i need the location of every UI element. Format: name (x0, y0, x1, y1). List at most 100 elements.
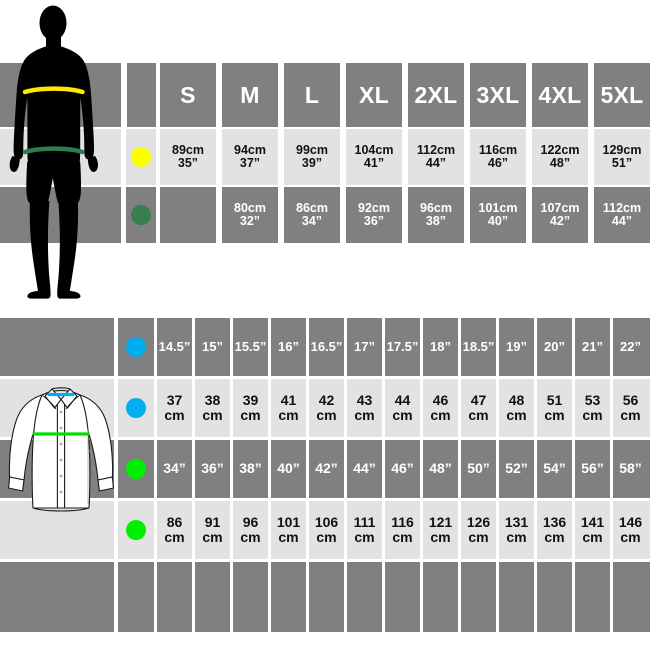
collar-header-0: 14.5” (157, 318, 192, 376)
cell-chest-inches-0: 34” (157, 440, 192, 498)
column-gutter (230, 318, 234, 632)
size-header-m: M (222, 63, 278, 127)
cell-collar-cm-5: 43 cm (347, 379, 382, 437)
dot-cell-chest-cm (118, 501, 154, 559)
cell-waist-l: 86cm 34” (284, 187, 340, 243)
collar-header-4: 16.5” (309, 318, 344, 376)
cell-chest-inches-12: 58” (613, 440, 648, 498)
row-gutter (0, 437, 650, 440)
collar-header-12: 22” (613, 318, 648, 376)
male-body-silhouette (9, 5, 98, 299)
empty-row-dot-cell (118, 562, 154, 632)
chest-measure-line (22, 86, 85, 95)
column-gutter (268, 318, 272, 632)
collar-header-7: 18” (423, 318, 458, 376)
row-gutter (0, 559, 650, 562)
cell-collar-cm-10: 51 cm (537, 379, 572, 437)
column-gutter (420, 318, 424, 632)
column-gutter (216, 63, 222, 243)
cell-waist-5xl: 112cm 44” (594, 187, 650, 243)
waist-measure-line (22, 146, 85, 155)
column-gutter (572, 318, 576, 632)
cell-collar-cm-2: 39 cm (233, 379, 268, 437)
row-gutter (0, 498, 650, 501)
column-gutter (382, 318, 386, 632)
column-gutter (496, 318, 500, 632)
cell-chest-inches-9: 52” (499, 440, 534, 498)
cell-chest-inches-3: 40” (271, 440, 306, 498)
size-header-2xl: 2XL (408, 63, 464, 127)
cell-chest-s: 89cm 35” (160, 129, 216, 185)
row-gutter (0, 127, 650, 129)
cell-chest-inches-6: 46” (385, 440, 420, 498)
cell-chest-cm-9: 131 cm (499, 501, 534, 559)
cell-waist-2xl: 96cm 38” (408, 187, 464, 243)
column-gutter (526, 63, 532, 243)
column-gutter (458, 318, 462, 632)
column-gutter (402, 63, 408, 243)
cell-chest-cm-10: 136 cm (537, 501, 572, 559)
cell-collar-cm-6: 44 cm (385, 379, 420, 437)
cell-collar-cm-3: 41 cm (271, 379, 306, 437)
collar-header-3: 16” (271, 318, 306, 376)
collar-header-1: 15” (195, 318, 230, 376)
empty-row-cell-7 (423, 562, 458, 632)
column-gutter (344, 318, 348, 632)
empty-row-cell-3 (271, 562, 306, 632)
collar-header-10: 20” (537, 318, 572, 376)
cell-chest-cm-7: 121 cm (423, 501, 458, 559)
size-header-3xl: 3XL (470, 63, 526, 127)
cell-collar-cm-0: 37 cm (157, 379, 192, 437)
cell-waist-3xl: 101cm 40” (470, 187, 526, 243)
cell-chest-cm-6: 116 cm (385, 501, 420, 559)
cell-chest-l: 99cm 39” (284, 129, 340, 185)
dot-cell-chest-inches (118, 440, 154, 498)
cell-chest-3xl: 116cm 46” (470, 129, 526, 185)
column-gutter (278, 63, 284, 243)
cell-collar-cm-7: 46 cm (423, 379, 458, 437)
column-gutter (121, 63, 127, 243)
collar-header-5: 17” (347, 318, 382, 376)
cell-chest-cm-12: 146 cm (613, 501, 648, 559)
cell-chest-inches-10: 54” (537, 440, 572, 498)
dot-cell-waist (126, 187, 156, 243)
column-gutter (534, 318, 538, 632)
cell-chest-5xl: 129cm 51” (594, 129, 650, 185)
cell-waist-4xl: 107cm 42” (532, 187, 588, 243)
cell-chest-inches-1: 36” (195, 440, 230, 498)
cell-chest-xl: 104cm 41” (346, 129, 402, 185)
column-gutter (114, 318, 118, 632)
cell-chest-inches-8: 50” (461, 440, 496, 498)
cell-collar-cm-9: 48 cm (499, 379, 534, 437)
collar-header-8: 18.5” (461, 318, 496, 376)
row-gutter (0, 185, 650, 187)
empty-row-cell-8 (461, 562, 496, 632)
size-header-l: L (284, 63, 340, 127)
empty-row-cell-12 (613, 562, 648, 632)
empty-row-cell-6 (385, 562, 420, 632)
waist-measure-dot (131, 205, 151, 225)
cell-waist-xl: 92cm 36” (346, 187, 402, 243)
dot-cell-collar-cm (118, 379, 154, 437)
row-gutter (0, 376, 650, 379)
cell-chest-cm-3: 101 cm (271, 501, 306, 559)
cell-chest-inches-11: 56” (575, 440, 610, 498)
empty-row-cell-10 (537, 562, 572, 632)
collar-measure-dot (126, 398, 146, 418)
column-gutter (588, 63, 594, 243)
column-gutter (192, 318, 196, 632)
cell-chest-inches-2: 38” (233, 440, 268, 498)
cell-collar-cm-1: 38 cm (195, 379, 230, 437)
cell-waist-s (160, 187, 216, 243)
size-header-xl: XL (346, 63, 402, 127)
cell-chest-cm-0: 86 cm (157, 501, 192, 559)
size-header-4xl: 4XL (532, 63, 588, 127)
empty-row-cell-2 (233, 562, 268, 632)
cell-chest-inches-4: 42” (309, 440, 344, 498)
cell-collar-cm-4: 42 cm (309, 379, 344, 437)
dot-cell-chest (126, 129, 156, 185)
collar-header-6: 17.5” (385, 318, 420, 376)
empty-row-cell-0 (157, 562, 192, 632)
size-header-s: S (160, 63, 216, 127)
